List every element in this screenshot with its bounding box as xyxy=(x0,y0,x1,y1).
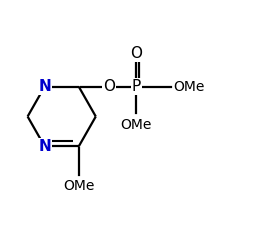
Text: OMe: OMe xyxy=(121,118,152,132)
Text: OMe: OMe xyxy=(63,179,94,193)
Text: N: N xyxy=(38,139,51,154)
Text: P: P xyxy=(132,79,141,94)
Text: O: O xyxy=(130,46,142,61)
Text: O: O xyxy=(103,79,115,94)
Text: OMe: OMe xyxy=(173,80,205,94)
Text: N: N xyxy=(38,79,51,94)
